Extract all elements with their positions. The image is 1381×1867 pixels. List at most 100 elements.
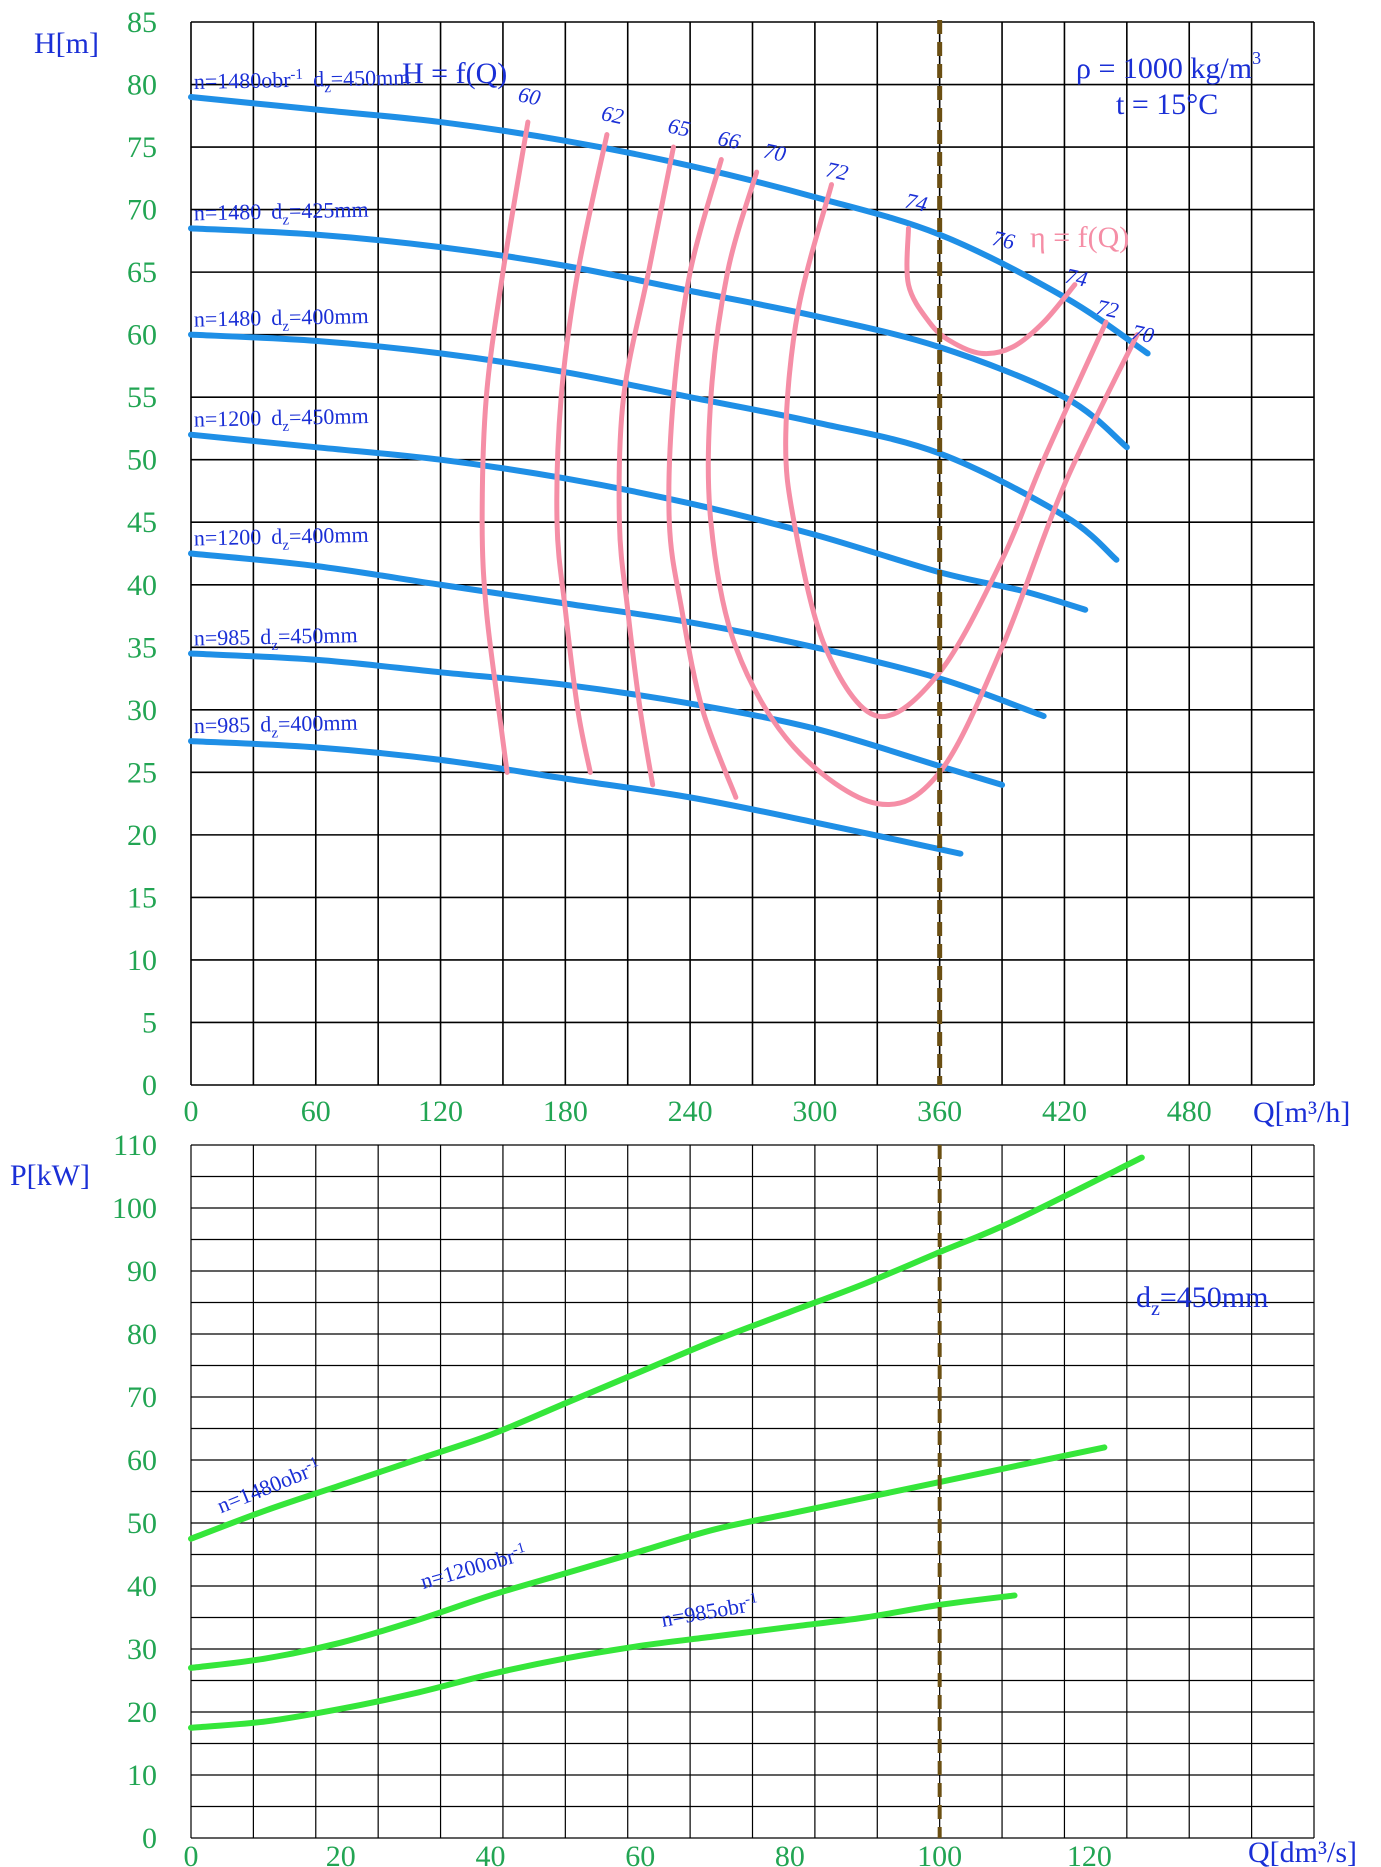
temperature-label: t = 15°C [1116,88,1218,121]
flow-m3h-tick-label: 420 [1042,1095,1087,1128]
efficiency-curve-66 [666,157,739,800]
efficiency-label: 70 [761,138,788,167]
label-speed: n=985 [194,712,251,738]
label-d: d [260,624,272,649]
label-sup: -1 [290,67,303,83]
head-curve-label-1: n=1480 dz=425mm [194,197,369,231]
head-curve-1 [188,225,1130,451]
power-chart-grid [190,1144,1315,1839]
power-axis-title: P[kW] [10,1159,90,1192]
power-label-speed: n=985obr [659,1592,748,1632]
label-speed: n=1480 [194,305,262,331]
label-diameter: =450mm [330,65,410,92]
label-diameter: =450mm [278,622,358,649]
flow-m3h-tick-label: 180 [543,1095,588,1128]
flow-m3h-tick-label: 300 [792,1095,837,1128]
efficiency-curve-74 [904,225,1078,357]
head-y-tick-label: 30 [127,694,157,727]
efficiency-label: 60 [516,81,543,110]
head-curve-label-6: n=985 dz=400mm [194,710,358,743]
power-y-tick-label: 90 [127,1255,157,1288]
head-y-tick-label: 85 [127,6,157,39]
flow-dm3s-axis-title: Q[dm³/s] [1248,1836,1357,1867]
label-d: d [271,198,283,223]
flow-m3h-axis-title-text: Q[m³/h] [1253,1096,1350,1129]
head-curve-label-4: n=1200 dz=400mm [194,522,369,556]
efficiency-label: 66 [716,125,743,154]
efficiency-label: 70 [1130,319,1157,348]
head-curve-6 [188,738,964,857]
head-y-tick-label: 5 [142,1006,157,1039]
label-speed: n=1200 [194,405,262,431]
label-d: d [271,305,283,330]
efficiency-curve-72 [783,182,1109,720]
power-label-sup: -1 [511,1540,527,1559]
power-y-tick-label: 0 [142,1822,157,1855]
efficiency-curve-60 [479,119,531,775]
power-y-tick-label: 10 [127,1759,157,1792]
impeller-diameter-label: dz=450mm [1136,1281,1268,1320]
dz-value: =450mm [1160,1281,1269,1314]
label-d: d [313,66,325,91]
head-y-tick-label: 15 [127,881,157,914]
head-y-tick-label: 60 [127,319,157,352]
head-y-tick-label: 65 [127,256,157,289]
head-y-tick-label: 10 [127,944,157,977]
flow-m3h-tick-label: 120 [418,1095,463,1128]
head-y-tick-label: 55 [127,381,157,414]
efficiency-label: 76 [990,225,1017,254]
label-diameter: =450mm [289,403,369,430]
power-curve-2 [188,1592,1018,1731]
flow-dm3s-tick-label: 60 [625,1840,655,1867]
head-curve-label-3: n=1200 dz=450mm [194,403,369,437]
head-chart-title: H = f(Q) [402,57,507,90]
head-axis-title: H[m] [34,27,99,60]
power-y-tick-label: 70 [127,1381,157,1414]
dz-sub: z [1151,1298,1160,1320]
chart-labels: H[m] Q[m³/h] H = f(Q) ρ = 1000 kg/m3 t =… [10,27,1357,1867]
power-curve-1 [188,1444,1108,1671]
label-sub: z [271,638,278,654]
label-sub: z [271,725,278,741]
flow-dm3s-tick-label: 40 [475,1840,505,1867]
efficiency-label: 65 [666,113,693,142]
power-y-tick-label: 110 [113,1129,157,1162]
flow-dm3s-tick-label: 80 [775,1840,805,1867]
efficiency-curve-70 [705,169,1140,808]
label-sub: z [282,319,289,335]
power-y-tick-label: 30 [127,1633,157,1666]
label-d: d [271,405,283,430]
flow-dm3s-tick-label: 120 [1067,1840,1112,1867]
head-y-tick-label: 70 [127,194,157,227]
density-label: ρ = 1000 kg/m3 [1076,48,1261,85]
label-speed: n=985 [194,624,251,650]
flow-dm3s-tick-label: 100 [917,1840,962,1867]
head-curve-label-5: n=985 dz=450mm [194,622,358,655]
efficiency-curve-65 [616,144,676,788]
label-diameter: =425mm [289,197,369,224]
flow-m3h-tick-label: 360 [917,1095,962,1128]
label-diameter: =400mm [289,303,369,330]
label-diameter: =400mm [278,710,358,737]
label-diameter: =400mm [289,522,369,549]
efficiency-label: 62 [599,100,626,129]
power-y-tick-label: 40 [127,1570,157,1603]
efficiency-curves [479,119,1140,808]
label-speed: n=1480 [194,199,262,225]
density-sup: 3 [1252,48,1261,68]
flow-m3h-tick-label: 480 [1167,1095,1212,1128]
label-sub: z [282,538,289,554]
tick-labels: 0 5 10 15 20 25 30 35 40 45 50 55 60 65 70 75 80 85 0 60 120… [112,6,1212,1867]
head-y-tick-label: 40 [127,569,157,602]
power-curve-0 [188,1154,1145,1542]
efficiency-title: η = f(Q) [1030,221,1129,254]
power-curve-label-2: n=985obr-1 [659,1590,760,1632]
head-curve-5 [188,650,1006,788]
head-curve-3 [188,431,1089,613]
efficiency-curve-62 [554,132,610,775]
efficiency-label: 72 [824,156,851,185]
label-d: d [260,711,272,736]
flow-dm3s-tick-label: 0 [184,1840,199,1867]
power-y-tick-label: 20 [127,1696,157,1729]
